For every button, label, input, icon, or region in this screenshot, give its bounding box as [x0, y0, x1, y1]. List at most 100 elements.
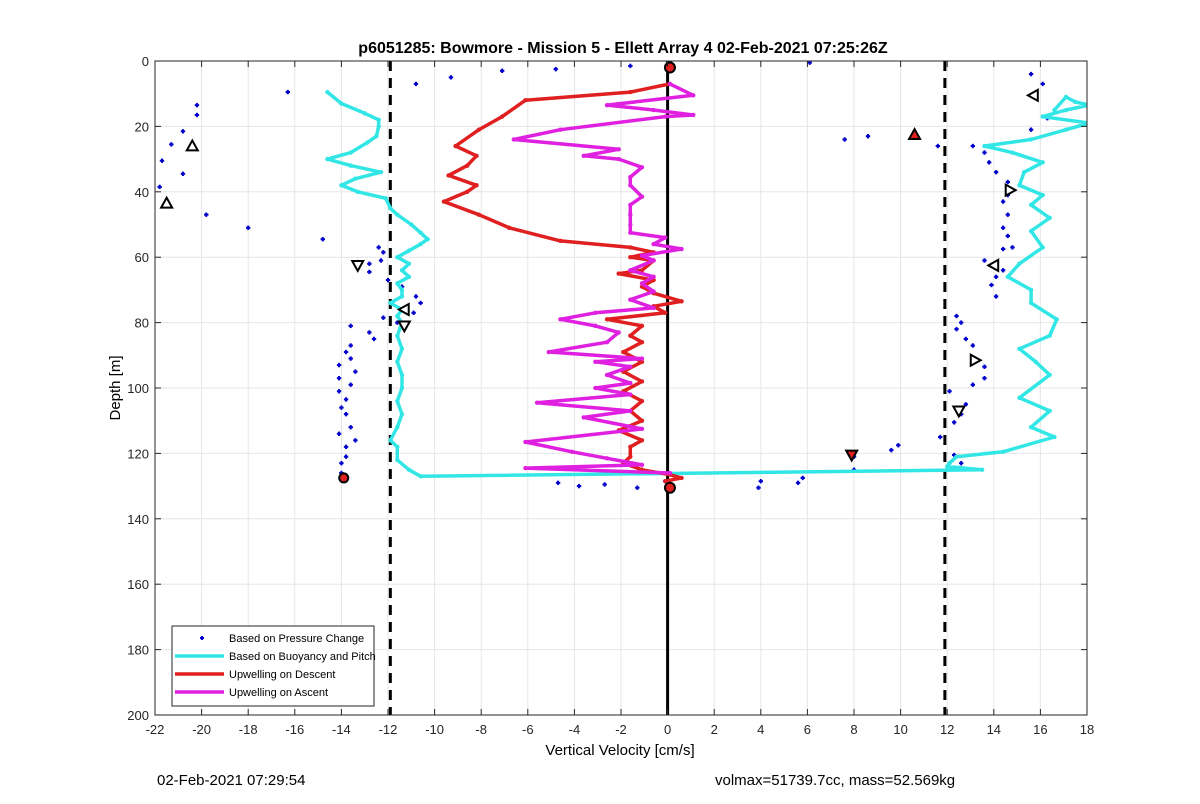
x-tick-label: -6 [522, 722, 534, 737]
series-point [1021, 169, 1027, 175]
series-point [376, 124, 381, 129]
series-point [558, 317, 563, 322]
series-point [663, 310, 668, 315]
series-point [476, 127, 482, 132]
series-point [1087, 103, 1091, 107]
series-point [395, 255, 400, 260]
pressure-change-point [348, 425, 353, 430]
series-point [663, 114, 668, 119]
series-point [534, 400, 540, 405]
pressure-change-point [982, 258, 987, 263]
pressure-change-point [576, 483, 582, 489]
plot-area: -22 -20 -18 -16 -14 -12 -10 -8 -6 -4 -2 0 2 4 6 8 10 12 14… [127, 54, 1094, 737]
series-point [639, 165, 645, 170]
pressure-change-point [935, 143, 941, 149]
y-axis-label: Depth [m] [107, 355, 124, 420]
x-tick-label: 12 [940, 722, 954, 737]
pressure-change-point [1000, 268, 1006, 273]
series-point [425, 237, 430, 242]
pressure-change-point [954, 313, 959, 319]
series-point [651, 107, 656, 113]
pressure-change-point [336, 375, 342, 381]
series-point [399, 287, 405, 293]
series-point [399, 268, 405, 273]
series-point [1063, 94, 1069, 100]
series-point [593, 385, 598, 391]
series-point [399, 385, 405, 391]
pressure-change-point [343, 349, 349, 355]
series-point [418, 474, 423, 479]
pressure-change-point [602, 482, 607, 487]
triangle-up-marker [907, 127, 922, 140]
series-point [399, 372, 405, 378]
series-point [558, 238, 563, 244]
series-point [339, 183, 344, 188]
pressure-change-point [758, 478, 763, 484]
x-tick-label: -8 [475, 722, 487, 737]
series-point [395, 313, 400, 319]
series-point [1005, 274, 1010, 280]
series-point [376, 117, 381, 123]
series-point [628, 174, 633, 180]
series-point [1028, 287, 1034, 293]
series-point [453, 143, 458, 149]
series-point [639, 426, 645, 432]
legend: Based on Pressure Change Based on Buoyanc… [171, 625, 376, 707]
series-point [679, 299, 684, 304]
series-point [679, 475, 684, 481]
series-point [628, 222, 633, 227]
pressure-change-point [343, 444, 349, 450]
x-tick-label: -2 [615, 722, 627, 737]
series-point [679, 246, 684, 252]
series-point [1028, 228, 1034, 234]
y-tick-label: 120 [127, 446, 149, 461]
x-tick-label: -20 [192, 722, 211, 737]
pressure-change-point [367, 261, 372, 266]
series-point [651, 241, 656, 247]
legend-label: Upwelling on Descent [229, 669, 335, 681]
series-point [1017, 395, 1022, 401]
series-point [355, 189, 360, 194]
series-point [593, 323, 598, 329]
pressure-change-point [800, 475, 805, 481]
pressure-change-point [336, 389, 342, 394]
pressure-change-point [1005, 212, 1010, 217]
series-point [406, 467, 412, 472]
x-tick-label: 0 [664, 722, 671, 737]
pressure-change-point [343, 411, 349, 417]
series-point [651, 274, 656, 280]
pressure-change-point [628, 63, 633, 69]
series-point [395, 425, 400, 430]
series-point [418, 241, 423, 247]
series-point [639, 438, 645, 443]
pressure-change-point [963, 336, 969, 342]
series-point [362, 111, 367, 116]
series-point [1052, 434, 1057, 440]
series-point [395, 457, 400, 463]
pressure-change-point [970, 382, 976, 387]
pressure-change-point [285, 89, 291, 95]
series-point [465, 163, 470, 168]
y-tick-label: 140 [127, 512, 149, 527]
pressure-change-point [499, 68, 505, 74]
pressure-change-point [376, 245, 381, 250]
series-point [628, 230, 633, 235]
pressure-change-point [157, 184, 162, 190]
series-point [581, 153, 586, 159]
legend-label: Based on Pressure Change [229, 633, 364, 645]
series-point [1017, 183, 1022, 188]
triangle-left-marker [396, 302, 410, 317]
pressure-change-point [348, 343, 353, 348]
x-tick-label: 14 [987, 722, 1001, 737]
series-point [523, 465, 528, 471]
series-point [388, 438, 393, 443]
y-tick-label: 80 [135, 316, 149, 331]
star-marker [338, 472, 350, 484]
legend-item: Based on Buoyancy and Pitch [175, 651, 376, 663]
pressure-change-point [448, 75, 454, 80]
triangle-up-marker [185, 138, 200, 152]
circle-marker [663, 481, 676, 494]
pressure-change-point [993, 274, 999, 280]
pressure-change-point [1005, 179, 1010, 185]
series-point [395, 398, 400, 404]
